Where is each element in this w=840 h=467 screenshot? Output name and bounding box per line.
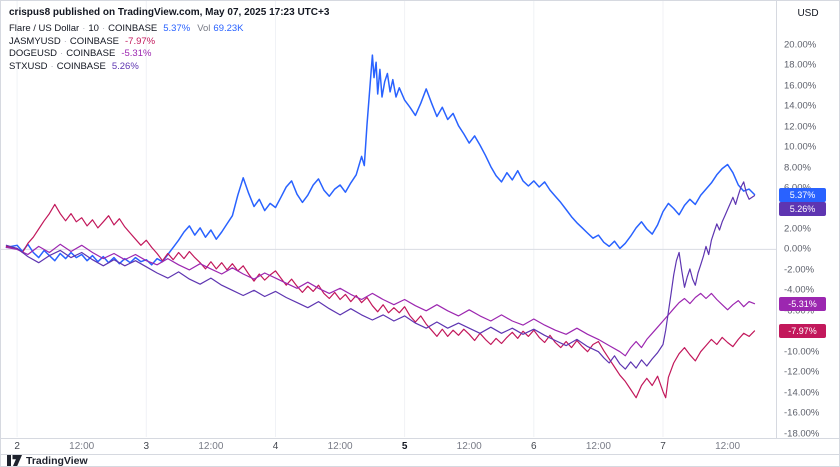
price-axis-label: 0.00% [784, 243, 811, 255]
price-axis-label: 18.00% [784, 59, 817, 71]
price-axis-label: -2.00% [784, 264, 815, 276]
chart-header-overlay: crispus8 published on TradingView.com, M… [9, 7, 329, 73]
currency-label: USD [797, 8, 819, 19]
time-axis-label: 7 [660, 441, 666, 452]
footer-bar: TradingView [1, 454, 839, 466]
price-axis-label: 20.00% [784, 39, 817, 51]
time-axis-label: 4 [272, 441, 279, 452]
price-axis[interactable]: USD 20.00% 18.00% 16.00% 14.00% 12.00% 10.00%… [776, 1, 839, 439]
series-JASMYUSD [5, 203, 756, 399]
legend-row-flare[interactable]: Flare / US Dollar · 10 · COINBASE 5.37% Vol 69.… [9, 23, 329, 36]
time-axis-label: 3 [143, 441, 150, 452]
last-price-tag: 5.26% [779, 201, 826, 216]
change-percent: 5.37% [163, 23, 191, 34]
chart-plot-area[interactable]: crispus8 published on TradingView.com, M… [1, 1, 776, 437]
change-percent: -7.97% [125, 35, 156, 47]
tradingview-logo-icon[interactable] [7, 455, 22, 466]
time-axis-label: 2 [14, 441, 20, 452]
price-axis-label: 12.00% [784, 121, 817, 133]
price-axis-label: -6.00% [784, 305, 815, 317]
separator-dot: · [82, 23, 86, 34]
time-axis[interactable]: 2 12:00 3 12:00 4 12:00 5 12:00 6 12:00 7 12:00 [1, 438, 839, 454]
separator-dot: · [63, 35, 67, 47]
time-axis-label: 12:00 [585, 441, 611, 452]
separator-dot: · [50, 60, 54, 72]
last-price-tag: 5.37% [779, 187, 826, 202]
price-axis-label: -14.00% [784, 387, 820, 399]
legend-row-doge[interactable]: DOGEUSD · COINBASE -5.31% [9, 48, 329, 61]
separator-dot: · [101, 23, 106, 34]
price-axis-label: 14.00% [784, 100, 817, 112]
volume-label: Vol [197, 23, 211, 34]
exchange-label: COINBASE [108, 23, 158, 34]
price-axis-label: -16.00% [784, 407, 820, 419]
price-axis-label: 2.00% [784, 223, 811, 235]
separator-dot: · [60, 48, 64, 59]
symbol-title: Flare / US Dollar [9, 23, 80, 34]
price-axis-label: -10.00% [784, 346, 820, 358]
time-axis-label: 5 [401, 441, 408, 452]
interval-label: 10 [88, 23, 99, 34]
legend-row-stx[interactable]: STXUSD · COINBASE 5.26% [9, 61, 329, 74]
last-price-tag: -7.97% [779, 323, 826, 338]
legend-row-jasmy[interactable]: JASMYUSD · COINBASE -7.97% [9, 36, 329, 49]
time-axis-label: 12:00 [327, 441, 353, 452]
time-axis-label: 6 [531, 441, 537, 452]
last-price-tag: -5.31% [779, 296, 826, 311]
change-percent: 5.26% [111, 60, 139, 72]
exchange-label: COINBASE [69, 35, 120, 47]
price-axis-label: 8.00% [784, 162, 811, 174]
exchange-label: COINBASE [66, 48, 116, 59]
series-FLRUSD [5, 54, 756, 266]
volume-value: 69.23K [213, 23, 244, 34]
symbol-title: JASMYUSD [9, 35, 61, 47]
change-percent: -5.31% [121, 48, 152, 59]
symbol-title: STXUSD [9, 60, 48, 72]
price-chart-canvas [1, 1, 776, 437]
symbol-title: DOGEUSD [9, 48, 58, 59]
time-axis-label: 12:00 [198, 441, 224, 452]
price-axis-label: -18.00% [784, 428, 820, 439]
time-axis-label: 12:00 [69, 441, 95, 452]
brand-name[interactable]: TradingView [26, 454, 88, 467]
price-axis-label: -12.00% [784, 366, 820, 378]
price-axis-label: 10.00% [784, 141, 817, 153]
time-axis-label: 12:00 [715, 441, 741, 452]
time-axis-label: 12:00 [456, 441, 482, 452]
exchange-label: COINBASE [56, 60, 106, 72]
legend: Flare / US Dollar · 10 · COINBASE 5.37% Vol 69.… [9, 23, 329, 73]
price-axis-label: -4.00% [784, 284, 815, 296]
series-STXUSD [5, 181, 756, 370]
price-axis-label: 16.00% [784, 80, 817, 92]
series-DOGEUSD [5, 243, 756, 357]
attribution-text: crispus8 published on TradingView.com, M… [9, 7, 330, 18]
